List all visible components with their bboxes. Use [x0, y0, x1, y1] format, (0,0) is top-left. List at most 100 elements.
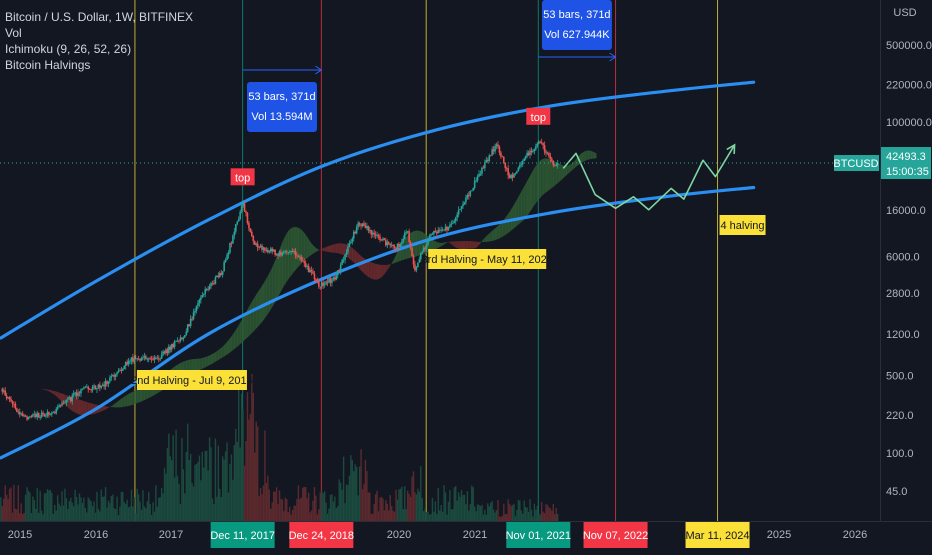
volume-bar [260, 488, 261, 521]
candle-body [408, 231, 410, 242]
candle-body [90, 389, 92, 390]
volume-bar [446, 515, 447, 521]
volume-bar [315, 495, 316, 521]
volume-bar [340, 483, 341, 521]
candle-body [248, 223, 250, 228]
range-measure-box[interactable] [542, 0, 612, 50]
volume-bar [426, 512, 427, 521]
indicator-halvings[interactable]: Bitcoin Halvings [5, 57, 193, 73]
volume-bar [112, 495, 113, 521]
volume-bar [414, 492, 415, 521]
volume-bar [474, 506, 475, 521]
volume-bar [513, 504, 514, 521]
candle-body [219, 273, 221, 277]
candle-body [174, 341, 176, 347]
volume-bar [164, 468, 165, 521]
volume-bar [232, 480, 233, 521]
volume-bar [440, 505, 441, 521]
candle-body [157, 358, 159, 359]
candle-body [346, 252, 348, 254]
volume-bar [121, 492, 122, 521]
volume-bar [73, 506, 74, 521]
volume-bar [231, 454, 232, 521]
candle-body [98, 385, 100, 388]
volume-bar [76, 497, 77, 521]
symbol-title[interactable]: Bitcoin / U.S. Dollar, 1W, BITFINEX [5, 9, 193, 25]
volume-bar [422, 498, 423, 521]
candle-body [87, 387, 89, 389]
volume-bar [205, 451, 206, 521]
volume-bar [302, 488, 303, 521]
volume-bar [499, 517, 500, 521]
ichimoku-cloud-segment [353, 249, 354, 264]
price-tick-label: 500000.0 [886, 40, 932, 52]
volume-bar [144, 506, 145, 521]
candle-body [526, 153, 528, 156]
candle-body [242, 203, 244, 206]
candle-body [172, 344, 174, 347]
range-measure-box[interactable] [247, 82, 317, 132]
candle-body [128, 361, 130, 364]
candle-body [395, 247, 397, 249]
volume-bar [170, 456, 171, 521]
candle-body [398, 244, 400, 247]
candle-body [258, 247, 260, 248]
volume-bar [181, 438, 182, 521]
candle-body [12, 401, 14, 403]
candle-body [336, 275, 338, 279]
ichimoku-cloud-segment [308, 238, 309, 257]
ichimoku-cloud-segment [219, 348, 220, 359]
candle-body [204, 289, 206, 294]
volume-bar [175, 430, 176, 521]
candle-body [123, 366, 125, 369]
candle-body [206, 289, 208, 290]
volume-bar [274, 492, 275, 521]
volume-bar [553, 504, 554, 521]
candle-body [32, 415, 34, 417]
volume-bar [378, 511, 379, 521]
volume-bar [328, 508, 329, 521]
candle-body [96, 388, 98, 389]
candle-body [161, 355, 163, 359]
candle-body [247, 213, 249, 223]
candle-body [167, 349, 169, 352]
candle-body [429, 236, 431, 239]
date-highlight-label: Dec 11, 2017 [210, 530, 275, 542]
volume-bar [72, 503, 73, 521]
candle-body [426, 244, 428, 249]
volume-bar [147, 501, 148, 521]
volume-bar [534, 504, 535, 521]
ichimoku-cloud-segment [371, 262, 372, 279]
candle-body [185, 331, 187, 335]
indicator-volume[interactable]: Vol [5, 25, 193, 41]
volume-bar [289, 507, 290, 521]
volume-bar [41, 511, 42, 521]
volume-bar [473, 487, 474, 521]
volume-bar [515, 516, 516, 521]
candle-body [467, 195, 469, 198]
candle-body [57, 407, 59, 409]
ichimoku-cloud-segment [296, 227, 297, 269]
volume-bar [550, 508, 551, 521]
volume-bar [435, 501, 436, 521]
volume-bar [554, 514, 555, 521]
price-tick-label: 100.0 [886, 448, 914, 460]
indicator-ichimoku[interactable]: Ichimoku (9, 26, 52, 26) [5, 41, 193, 57]
volume-bar [384, 510, 385, 521]
volume-bar [477, 504, 478, 521]
ichimoku-cloud-segment [264, 279, 265, 318]
candle-body [125, 362, 127, 366]
volume-bar [509, 504, 510, 521]
candle-body [537, 144, 539, 147]
volume-bar [339, 479, 340, 521]
volume-bar [42, 514, 43, 521]
volume-bar [83, 498, 84, 521]
volume-bar [245, 441, 246, 521]
volume-bar [5, 485, 6, 521]
volume-bar [276, 487, 277, 521]
candle-body [459, 209, 461, 210]
candle-body [306, 266, 308, 267]
volume-bar [273, 492, 274, 521]
